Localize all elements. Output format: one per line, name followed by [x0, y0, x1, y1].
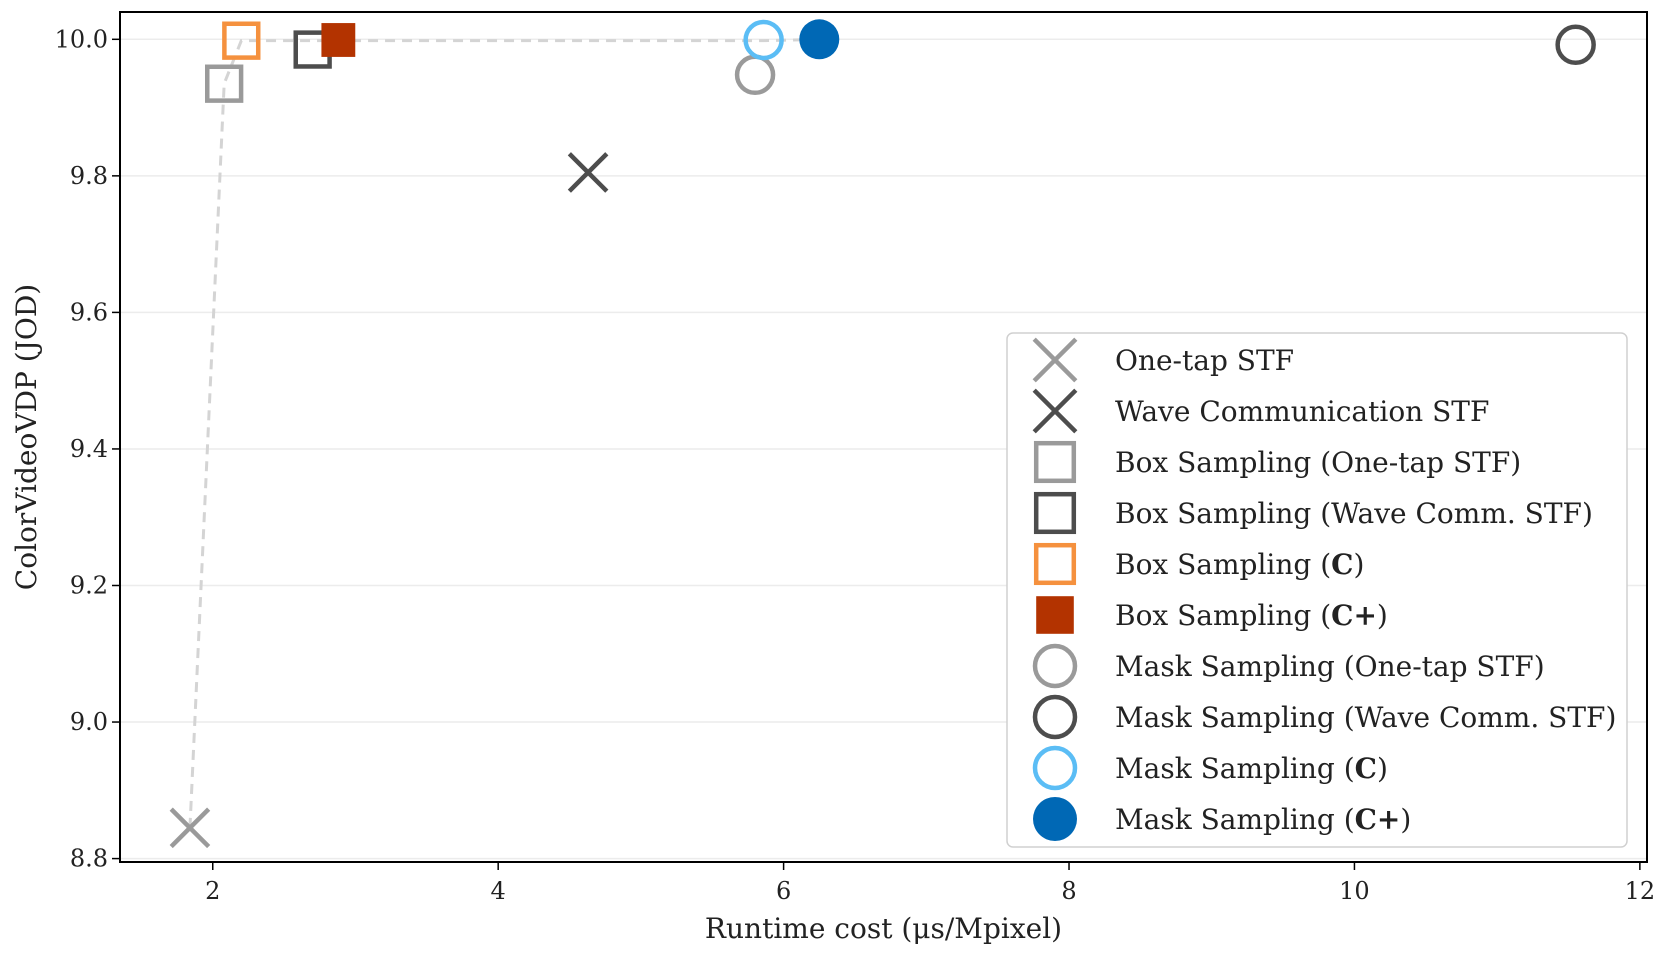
legend-label-suffix: ) [1400, 803, 1411, 836]
point-one-tap-stf [169, 807, 211, 849]
legend-marker [1033, 440, 1077, 484]
legend-item-mask-sampling-one-tap-stf: Mask Sampling (One-tap STF) [1032, 643, 1545, 689]
axis-ticks: 2 4 6 8 10 12 8.8 9.0 9.2 9.4 9.6 9.8 10.0 [55, 25, 1656, 905]
x-tick-label: 6 [776, 877, 791, 905]
legend-item-wave-communication-stf: Wave Communication STF [1032, 388, 1489, 434]
y-tick-label: 8.8 [70, 845, 108, 873]
legend-label-suffix: ) [1377, 599, 1388, 632]
legend-label-text: Box Sampling (Wave Comm. STF) [1115, 497, 1593, 530]
legend-marker [1033, 797, 1077, 841]
legend-label-text: Box Sampling ( [1115, 599, 1331, 632]
legend-label: Mask Sampling (C+) [1115, 803, 1411, 836]
grid-lines [120, 38, 1647, 860]
legend-label-text: One-tap STF [1115, 344, 1294, 377]
point-box-sampling-c [321, 23, 356, 57]
legend-item-one-tap-stf: One-tap STF [1032, 337, 1294, 383]
legend-marker [1032, 694, 1078, 740]
legend-marker [1032, 337, 1078, 383]
legend-label: Mask Sampling (One-tap STF) [1115, 650, 1545, 683]
legend-marker [1032, 745, 1078, 791]
point-wave-communication-stf [567, 152, 609, 193]
x-tick-label: 4 [491, 877, 506, 905]
legend-item-box-sampling-c: Box Sampling (C) [1033, 542, 1364, 586]
legend-label-bold: C+ [1355, 803, 1401, 836]
y-axis-label: ColorVideoVDP (JOD) [10, 284, 43, 590]
legend: One-tap STF Wave Communication STF Box Sam… [1006, 332, 1628, 848]
x-tick-label: 12 [1625, 877, 1656, 905]
legend-label: Wave Communication STF [1115, 395, 1489, 428]
legend-marker [1033, 491, 1077, 535]
legend-item-mask-sampling-wave-comm-stf: Mask Sampling (Wave Comm. STF) [1032, 694, 1616, 740]
legend-label: One-tap STF [1115, 344, 1294, 377]
legend-label: Box Sampling (Wave Comm. STF) [1115, 497, 1593, 530]
x-tick-label: 8 [1061, 877, 1076, 905]
legend-label-text: Box Sampling (One-tap STF) [1115, 446, 1521, 479]
y-tick-label: 9.8 [70, 162, 108, 190]
legend-label-bold: C+ [1331, 599, 1377, 632]
plot-frame [119, 11, 1648, 863]
legend-item-box-sampling-one-tap-stf: Box Sampling (One-tap STF) [1033, 440, 1521, 484]
point-mask-sampling-c [743, 19, 784, 61]
y-tick-label: 9.0 [70, 708, 108, 736]
legend-label-bold: C [1355, 752, 1377, 785]
legend-label-text: Mask Sampling (Wave Comm. STF) [1115, 701, 1616, 734]
legend-marker [1036, 596, 1074, 634]
legend-label-suffix: ) [1353, 548, 1364, 581]
y-tick-label: 9.4 [70, 435, 108, 463]
legend-item-mask-sampling-c: Mask Sampling (C) [1032, 745, 1388, 791]
legend-label: Box Sampling (One-tap STF) [1115, 446, 1521, 479]
legend-item-box-sampling-wave-comm-stf: Box Sampling (Wave Comm. STF) [1033, 491, 1593, 535]
legend-label: Box Sampling (C) [1115, 548, 1364, 581]
legend-label-bold: C [1331, 548, 1353, 581]
legend-label: Box Sampling (C+) [1115, 599, 1388, 632]
legend-item-box-sampling-c: Box Sampling (C+) [1036, 596, 1388, 634]
data-markers [169, 19, 1596, 849]
legend-label-text: Mask Sampling ( [1115, 803, 1355, 836]
legend-label-text: Mask Sampling (One-tap STF) [1115, 650, 1545, 683]
y-tick-label: 9.2 [70, 571, 108, 599]
legend-box [1006, 332, 1628, 848]
x-tick-label: 2 [205, 877, 220, 905]
legend-label-text: Wave Communication STF [1115, 395, 1489, 428]
y-tick-label: 10.0 [55, 25, 108, 53]
x-axis-label: Runtime cost (μs/Mpixel) [705, 912, 1062, 945]
legend-label: Mask Sampling (Wave Comm. STF) [1115, 701, 1616, 734]
legend-marker [1032, 388, 1078, 434]
point-mask-sampling-wave-comm-stf [1555, 24, 1596, 66]
legend-marker [1032, 643, 1078, 689]
legend-marker [1033, 542, 1077, 586]
point-mask-sampling-c [799, 19, 840, 60]
x-tick-label: 10 [1339, 877, 1370, 905]
y-tick-label: 9.6 [70, 298, 108, 326]
legend-label-suffix: ) [1377, 752, 1388, 785]
point-box-sampling-c [222, 21, 261, 60]
legend-item-mask-sampling-c: Mask Sampling (C+) [1033, 797, 1411, 841]
legend-label: Mask Sampling (C) [1115, 752, 1388, 785]
legend-label-text: Mask Sampling ( [1115, 752, 1355, 785]
legend-label-text: Box Sampling ( [1115, 548, 1331, 581]
point-box-sampling-one-tap-stf [205, 64, 244, 103]
